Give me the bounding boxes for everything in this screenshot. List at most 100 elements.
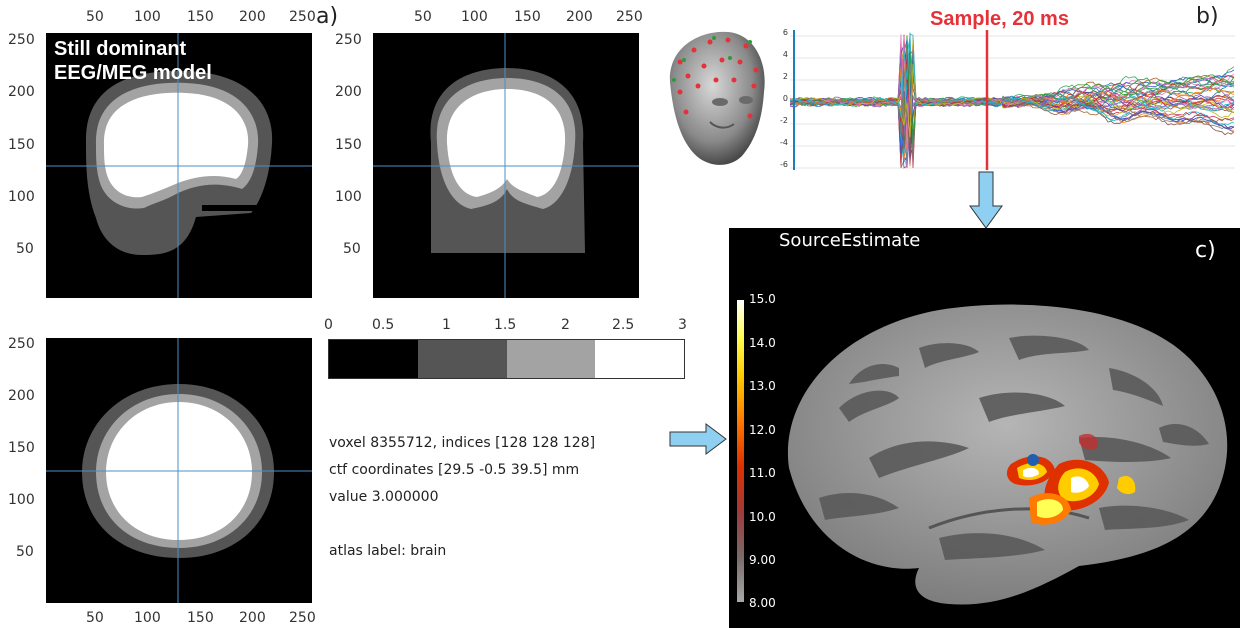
source-marker <box>1027 454 1039 466</box>
activation-cbar-tick: 12.0 <box>749 423 776 437</box>
colorbar-tick: 1.5 <box>494 317 517 333</box>
x-tick: 100 <box>461 9 488 25</box>
source-estimate-title: SourceEstimate <box>779 230 921 251</box>
model-note-line1: Still dominant <box>54 38 187 60</box>
eeg-y-tick: 6 <box>782 28 788 37</box>
activation-cbar-tick: 9.00 <box>749 553 776 567</box>
colorbar-tick: 1 <box>442 317 451 333</box>
colorbar-tick: 0.5 <box>372 317 395 333</box>
panel-label-c: c) <box>1195 238 1216 263</box>
y-tick: 50 <box>343 241 361 257</box>
eeg-y-tick: 2 <box>782 72 788 81</box>
x-tick: 150 <box>187 9 214 25</box>
voxel-info-line3: value 3.000000 <box>329 489 439 505</box>
x-tick: 200 <box>239 610 266 626</box>
head-electrodes-image <box>669 31 765 165</box>
mri-sagittal-view[interactable]: Still dominant EEG/MEG model <box>46 33 312 298</box>
y-tick: 150 <box>8 440 35 456</box>
voxel-info-line1: voxel 8355712, indices [128 128 128] <box>329 435 596 451</box>
colorbar-tick: 2.5 <box>612 317 635 333</box>
electrode-markers <box>677 37 759 119</box>
mri-axial-view[interactable] <box>46 338 312 603</box>
y-tick: 100 <box>8 189 35 205</box>
eeg-butterfly-plot <box>789 30 1235 170</box>
x-tick: 150 <box>514 9 541 25</box>
eeg-y-tick: -6 <box>780 160 788 169</box>
axial-slice <box>46 338 312 603</box>
colorbar-tick: 3 <box>678 317 687 333</box>
mri-coronal-view[interactable] <box>373 33 639 298</box>
x-tick: 50 <box>414 9 432 25</box>
x-tick: 250 <box>289 9 316 25</box>
x-tick: 250 <box>616 9 643 25</box>
y-tick: 250 <box>8 336 35 352</box>
eeg-y-tick: 4 <box>782 50 788 59</box>
eeg-trace <box>789 61 1235 165</box>
model-note-line2: EEG/MEG model <box>54 62 212 84</box>
x-tick: 200 <box>239 9 266 25</box>
y-tick: 100 <box>8 492 35 508</box>
y-tick: 250 <box>8 32 35 48</box>
activation-cbar-tick: 10.0 <box>749 510 776 524</box>
y-tick: 100 <box>335 189 362 205</box>
y-tick: 200 <box>8 388 35 404</box>
colorbar-segment-skull <box>506 340 596 378</box>
eeg-trace <box>789 33 1235 118</box>
y-tick: 50 <box>16 544 34 560</box>
y-tick: 150 <box>8 137 35 153</box>
y-tick: 250 <box>335 32 362 48</box>
arrow-down-icon <box>968 170 1004 230</box>
sagittal-slice <box>46 33 312 298</box>
activation-cbar-tick: 11.0 <box>749 466 776 480</box>
eeg-trace <box>789 52 1235 169</box>
x-tick: 50 <box>86 9 104 25</box>
x-tick: 100 <box>134 610 161 626</box>
eeg-trace <box>789 39 1235 155</box>
eeg-y-tick: 0 <box>782 94 788 103</box>
colorbar-segment-scalp <box>417 340 507 378</box>
y-tick: 200 <box>335 84 362 100</box>
x-tick: 50 <box>86 610 104 626</box>
sample-label: Sample, 20 ms <box>930 8 1069 30</box>
colorbar-tick: 0 <box>324 317 333 333</box>
eeg-trace <box>789 64 1235 138</box>
activation-cbar-tick: 15.0 <box>749 292 776 306</box>
eeg-trace <box>789 36 1235 153</box>
arrow-right-icon <box>668 422 728 456</box>
source-estimate-panel[interactable]: SourceEstimate c) 15.0 14.0 13.0 12.0 11… <box>729 228 1240 628</box>
x-tick: 250 <box>289 610 316 626</box>
x-tick: 150 <box>187 610 214 626</box>
panel-label-b: b) <box>1196 4 1219 29</box>
head-model <box>650 22 770 172</box>
inflated-cortex <box>787 304 1228 605</box>
eeg-trace <box>789 68 1235 156</box>
eeg-trace <box>789 41 1235 141</box>
activation-colorbar <box>737 300 744 602</box>
activation-cbar-tick: 13.0 <box>749 379 776 393</box>
eeg-y-tick: -2 <box>780 116 788 125</box>
eeg-trace <box>789 53 1235 137</box>
y-tick: 150 <box>335 137 362 153</box>
activation-cbar-tick: 8.00 <box>749 596 776 610</box>
eeg-traces <box>789 30 1235 170</box>
activation-cbar-tick: 14.0 <box>749 336 776 350</box>
eeg-trace <box>789 50 1235 169</box>
activation-blobs <box>1006 433 1136 525</box>
colorbar-segment-brain <box>595 340 684 378</box>
x-tick: 200 <box>566 9 593 25</box>
voxel-info-line2: ctf coordinates [29.5 -0.5 39.5] mm <box>329 462 580 478</box>
eeg-trace <box>789 56 1235 134</box>
colorbar-segment-background <box>329 340 418 378</box>
eeg-trace <box>789 66 1235 159</box>
eeg-y-tick: -4 <box>780 138 788 147</box>
colorbar-tick: 2 <box>561 317 570 333</box>
eeg-y-axis: 6 4 2 0 -2 -4 -6 <box>772 28 790 169</box>
eeg-trace <box>789 34 1235 145</box>
y-tick: 50 <box>16 241 34 257</box>
panel-label-a: a) <box>316 4 339 29</box>
y-tick: 200 <box>8 84 35 100</box>
tissue-colorbar <box>328 339 685 379</box>
x-tick: 100 <box>134 9 161 25</box>
eeg-trace <box>789 62 1235 158</box>
coronal-slice <box>373 33 639 298</box>
